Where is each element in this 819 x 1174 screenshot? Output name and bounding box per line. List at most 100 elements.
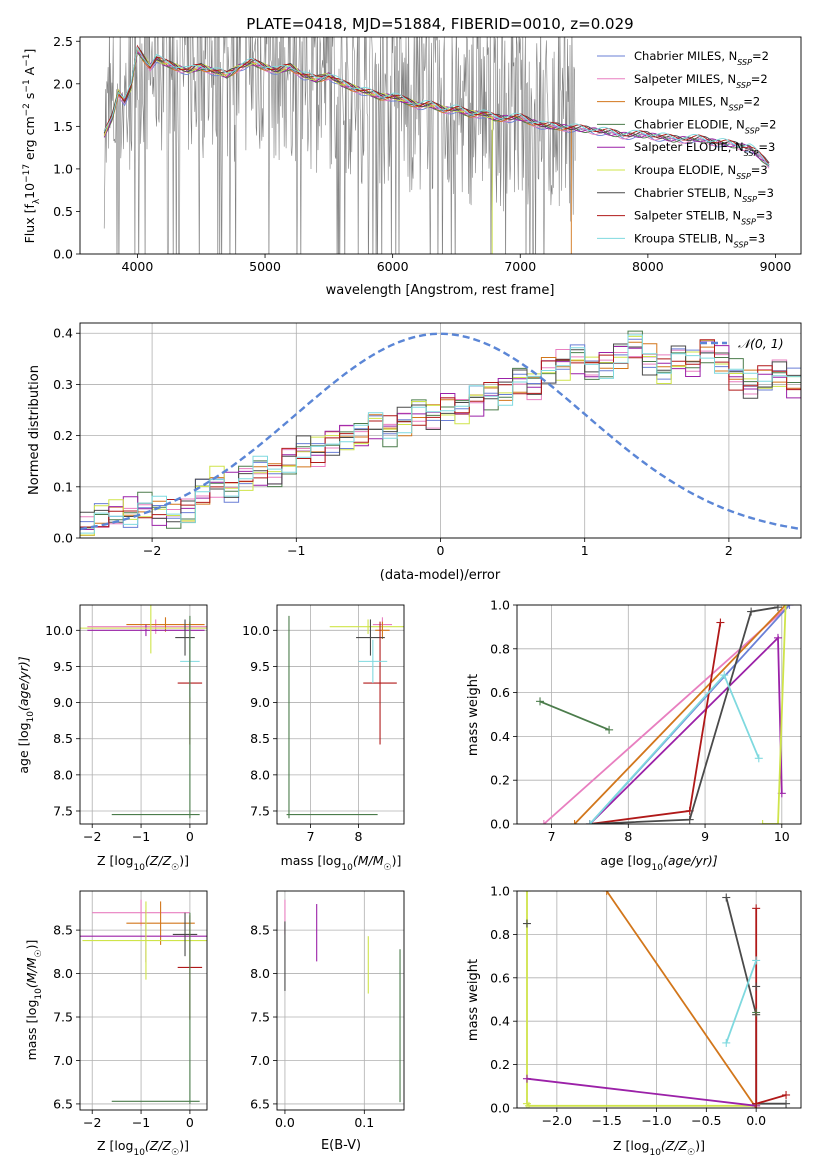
weight-line (605, 891, 757, 1108)
y-tick-label: 0.4 (53, 326, 73, 341)
legend-text: =3 (748, 231, 765, 245)
y-tick-label: 0.2 (490, 773, 510, 788)
x-tick-label: 8 (624, 829, 632, 844)
y-tick-label: 8.5 (53, 731, 73, 746)
mass-age-axes: 7 8 7.5 8.0 8.5 9.0 9.5 10.0 (242, 604, 405, 844)
label-part: (Z/Z (145, 1138, 172, 1153)
legend-sub: SSP (736, 172, 751, 181)
label-part: 10 (652, 863, 664, 873)
legend-entry: Salpeter MILES, NSSP=2 (634, 72, 768, 90)
y-tick-label: 9.5 (53, 659, 73, 674)
legend-text: =3 (756, 209, 773, 223)
x-tick-label: 2 (725, 543, 733, 558)
legend-entry: Kroupa STELIB, NSSP=3 (634, 231, 765, 249)
age-weight-axes: 7 8 9 10 0.0 0.2 0.4 0.6 0.8 1.0 (490, 598, 802, 844)
histogram-step (80, 341, 801, 536)
y-tick-label: 0.3 (53, 377, 73, 392)
label-part: −17 (22, 164, 32, 183)
y-tick-label: 9.0 (250, 695, 270, 710)
legend-sub: SSP (745, 126, 760, 135)
legend-sub: SSP (742, 194, 757, 203)
y-tick-label: 6.5 (53, 1096, 73, 1111)
y-tick-label: 0.8 (490, 927, 510, 942)
legend-text: Chabrier STELIB, N (634, 186, 742, 200)
legend-entry: Salpeter ELODIE, NSSP=3 (634, 140, 775, 158)
weight-line (589, 622, 722, 824)
y-tick-label: 7.0 (53, 1053, 73, 1068)
label-part: mass [log (281, 853, 342, 868)
label-part: 10 (341, 863, 353, 873)
legend-entry: Kroupa MILES, NSSP=2 (634, 95, 760, 113)
axes-frame (79, 890, 208, 1111)
plot-area (80, 899, 207, 1104)
x-axis-label: age [log10(age/yr)] (600, 853, 717, 873)
plot-area (522, 891, 791, 1108)
x-tick-label: 10 (774, 829, 790, 844)
weight-line (543, 605, 791, 824)
plot-area (536, 605, 794, 824)
x-tick-label: 4000 (122, 259, 154, 274)
x-axis-label: (data-model)/error (380, 568, 501, 583)
label-part: ☉ (171, 863, 179, 873)
weight-line (725, 960, 758, 1044)
x-tick-label: 0.1 (354, 1115, 374, 1130)
y-axis-label: Flux [fλ10−17 erg cm−2 s−1 A−1] (22, 49, 42, 244)
y-tick-label: 2.0 (53, 76, 73, 91)
x-tick-label: 0.0 (746, 1113, 766, 1128)
y-axis-label: age [log10(age/yr)] (16, 656, 36, 773)
x-tick-label: −2 (83, 1115, 101, 1130)
axes-frame (516, 890, 802, 1109)
y-tick-label: 0.4 (490, 1014, 510, 1029)
x-axis-label: Z [log10(Z/Z☉)] (613, 1138, 705, 1158)
label-part: λ (32, 198, 42, 204)
y-tick-label: 0.2 (53, 428, 73, 443)
x-tick-label: −2 (83, 829, 101, 844)
legend-text: Chabrier MILES, N (634, 49, 737, 63)
x-tick-label: 9000 (760, 259, 792, 274)
y-tick-label: 7.5 (53, 1010, 73, 1025)
label-part: (Z/Z (661, 1138, 688, 1153)
y-tick-label: 8.0 (250, 767, 270, 782)
label-part: 10 (34, 988, 44, 1000)
label-part: s (22, 93, 37, 104)
y-tick-label: 0.0 (53, 247, 73, 262)
x-axis-label: wavelength [Angstrom, rest frame] (326, 283, 555, 298)
z-weight-axes: −2.0 −1.5 −1.0 −0.5 0.0 0.0 0.2 0.4 0.6 0.8 1.0 (490, 884, 802, 1128)
label-part: Z [log (97, 1138, 133, 1153)
y-tick-label: 10.0 (45, 623, 73, 638)
x-tick-label: −1 (132, 1115, 150, 1130)
label-part: 10 (649, 1148, 661, 1158)
x-tick-label: −1.0 (641, 1113, 671, 1128)
axes-frame (276, 604, 405, 825)
label-part: age [log (600, 853, 651, 868)
label-part: ☉ (687, 1148, 695, 1158)
weight-line (539, 700, 610, 731)
ebv-mass-axes: 0.0 0.1 6.5 7.0 7.5 8.0 8.5 (250, 890, 405, 1130)
legend-text: Kroupa ELODIE, N (634, 163, 736, 177)
x-tick-label: 0 (437, 543, 445, 558)
legend-sub: SSP (744, 149, 759, 158)
x-tick-label: 9 (701, 829, 709, 844)
histogram-axes: −2 −1 0 1 2 0.0 0.1 0.2 0.3 0.4 (53, 322, 802, 558)
weight-line (762, 605, 787, 824)
label-part: ] (22, 49, 37, 54)
label-part: 10 (133, 1148, 145, 1158)
legend-text: =2 (751, 72, 768, 86)
model-spectrum-line (103, 51, 770, 166)
model-spectrum-line (103, 44, 770, 166)
z-age-axes: −2 −1 0 7.5 8.0 8.5 9.0 9.5 10.0 (45, 604, 208, 844)
normal-curve (80, 332, 799, 531)
label-part: A (22, 66, 37, 79)
x-tick-label: 7 (548, 829, 556, 844)
y-tick-label: 0.4 (490, 729, 510, 744)
y-tick-label: 7.5 (250, 1010, 270, 1025)
label-part: )] (179, 853, 189, 868)
label-part: (M/M (353, 853, 384, 868)
x-tick-label: 5000 (249, 259, 281, 274)
legend-entry: Chabrier STELIB, NSSP=3 (634, 186, 774, 204)
x-tick-label: 7000 (504, 259, 536, 274)
model-spectrum-line (103, 46, 770, 166)
y-tick-label: 0.5 (53, 204, 73, 219)
label-part: )] (24, 940, 39, 950)
